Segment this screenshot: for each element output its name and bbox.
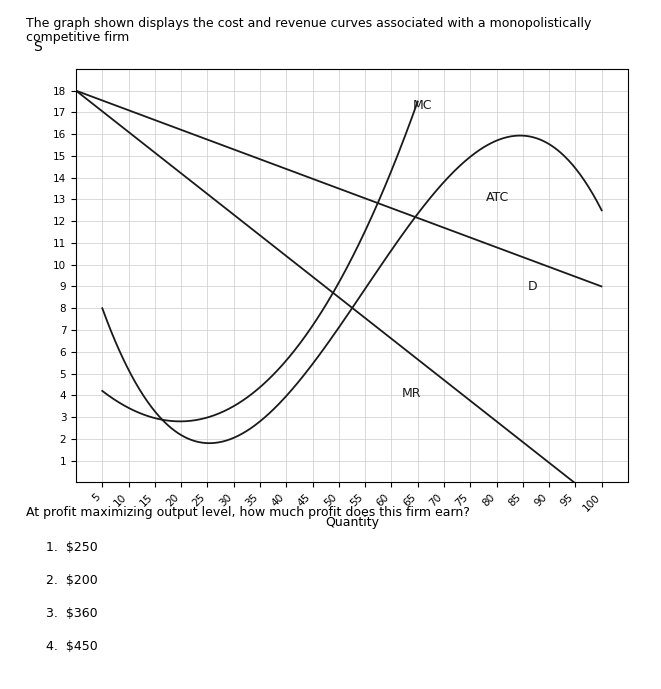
Text: 1.  $250: 1. $250 — [46, 541, 98, 554]
Text: MC: MC — [412, 99, 432, 112]
Text: competitive firm: competitive firm — [26, 31, 130, 44]
Text: S: S — [33, 41, 42, 54]
X-axis label: Quantity: Quantity — [325, 516, 379, 528]
Text: The graph shown displays the cost and revenue curves associated with a monopolis: The graph shown displays the cost and re… — [26, 17, 592, 30]
Text: 3.  $360: 3. $360 — [46, 607, 98, 620]
Text: At profit maximizing output level, how much profit does this firm earn?: At profit maximizing output level, how m… — [26, 506, 471, 520]
Text: ATC: ATC — [486, 191, 509, 204]
Text: D: D — [528, 280, 537, 293]
Text: 2.  $200: 2. $200 — [46, 574, 98, 587]
Text: 4.  $450: 4. $450 — [46, 640, 98, 653]
Text: MR: MR — [402, 387, 422, 400]
